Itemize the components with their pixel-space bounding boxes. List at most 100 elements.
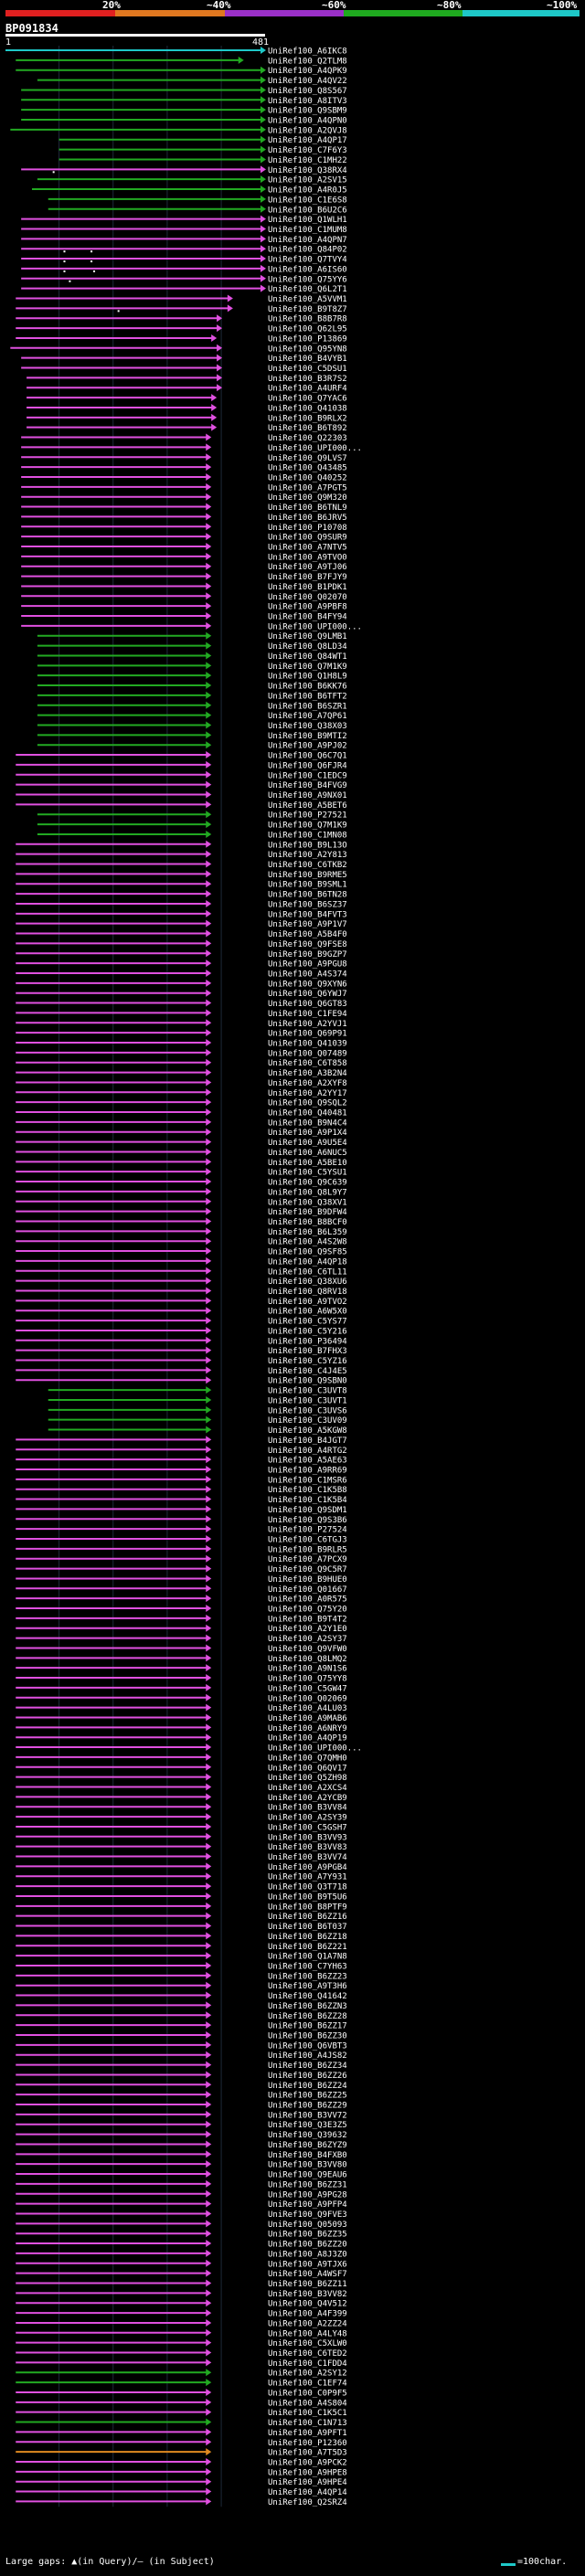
hit-label[interactable]: UniRef100_B3VV74 — [268, 1853, 347, 1862]
hit-label[interactable]: UniRef100_Q05093 — [268, 2221, 347, 2230]
hit-label[interactable]: UniRef100_Q95YN8 — [268, 345, 347, 354]
hit-label[interactable]: UniRef100_B6ZZ28 — [268, 2012, 347, 2021]
hit-label[interactable]: UniRef100_Q6C7Q1 — [268, 752, 347, 761]
hit-label[interactable]: UniRef100_Q9SF85 — [268, 1248, 347, 1257]
hit-label[interactable]: UniRef100_Q8RV18 — [268, 1288, 347, 1297]
hit-label[interactable]: UniRef100_B6TNL9 — [268, 504, 347, 513]
hit-label[interactable]: UniRef100_A4F399 — [268, 2310, 347, 2319]
hit-label[interactable]: UniRef100_A2SY39 — [268, 1814, 347, 1823]
hit-label[interactable]: UniRef100_A4URF4 — [268, 385, 347, 394]
hit-label[interactable]: UniRef100_Q02070 — [268, 593, 347, 602]
hit-label[interactable]: UniRef100_B3VV82 — [268, 2290, 347, 2299]
hit-label[interactable]: UniRef100_C1K5B4 — [268, 1496, 347, 1505]
hit-label[interactable]: UniRef100_A2YCB9 — [268, 1794, 347, 1803]
hit-label[interactable]: UniRef100_C5GW47 — [268, 1684, 347, 1693]
hit-label[interactable]: UniRef100_C7F6Y3 — [268, 146, 347, 155]
hit-label[interactable]: UniRef100_Q7YAC6 — [268, 395, 347, 404]
hit-label[interactable]: UniRef100_B9T8Z7 — [268, 305, 347, 314]
hit-label[interactable]: UniRef100_A4LY48 — [268, 2329, 347, 2338]
hit-label[interactable]: UniRef100_B9N4C4 — [268, 1118, 347, 1128]
hit-label[interactable]: UniRef100_B4VYB1 — [268, 355, 347, 364]
hit-label[interactable]: UniRef100_A9RR69 — [268, 1466, 347, 1475]
hit-label[interactable]: UniRef100_A2Y813 — [268, 851, 347, 860]
hit-label[interactable]: UniRef100_B6ZZ23 — [268, 1972, 347, 1981]
hit-label[interactable]: UniRef100_A9TVO0 — [268, 553, 347, 562]
hit-label[interactable]: UniRef100_Q41039 — [268, 1040, 347, 1049]
hit-label[interactable]: UniRef100_A9MAB6 — [268, 1714, 347, 1723]
hit-label[interactable]: UniRef100_B6ZZ29 — [268, 2102, 347, 2111]
hit-label[interactable]: UniRef100_A5KGW8 — [268, 1426, 347, 1436]
hit-label[interactable]: UniRef100_C1MUM8 — [268, 226, 347, 235]
hit-label[interactable]: UniRef100_B6ZZ34 — [268, 2062, 347, 2071]
hit-label[interactable]: UniRef100_A5BET6 — [268, 801, 347, 811]
hit-label[interactable]: UniRef100_A2Y1E0 — [268, 1625, 347, 1634]
hit-label[interactable]: UniRef100_B6ZZ35 — [268, 2231, 347, 2240]
hit-label[interactable]: UniRef100_Q84P02 — [268, 246, 347, 255]
hit-label[interactable]: UniRef100_B6ZZ20 — [268, 2241, 347, 2250]
hit-label[interactable]: UniRef100_C1K5B8 — [268, 1486, 347, 1495]
hit-label[interactable]: UniRef100_A9HPE4 — [268, 2478, 347, 2487]
hit-label[interactable]: UniRef100_B6ZZ25 — [268, 2092, 347, 2101]
hit-label[interactable]: UniRef100_Q62L95 — [268, 325, 347, 334]
hit-label[interactable]: UniRef100_A2XYF8 — [268, 1079, 347, 1088]
hit-label[interactable]: UniRef100_Q9SBN0 — [268, 1377, 347, 1386]
hit-label[interactable]: UniRef100_C1FDD4 — [268, 2359, 347, 2369]
hit-label[interactable]: UniRef100_A3B2N4 — [268, 1069, 347, 1078]
hit-label[interactable]: UniRef100_B3VV83 — [268, 1843, 347, 1852]
hit-label[interactable]: UniRef100_B8BCF0 — [268, 1218, 347, 1227]
hit-label[interactable]: UniRef100_B8B7R8 — [268, 315, 347, 324]
hit-label[interactable]: UniRef100_A9PJ02 — [268, 742, 347, 751]
hit-label[interactable]: UniRef100_UPI000... — [268, 444, 362, 453]
hit-label[interactable]: UniRef100_B1PDK1 — [268, 583, 347, 592]
hit-label[interactable]: UniRef100_B3VV84 — [268, 1804, 347, 1813]
hit-label[interactable]: UniRef100_B3VV93 — [268, 1833, 347, 1842]
hit-label[interactable]: UniRef100_Q9EAU6 — [268, 2171, 347, 2180]
hit-label[interactable]: UniRef100_B8PTF9 — [268, 1903, 347, 1912]
hit-label[interactable]: UniRef100_B6ZZ31 — [268, 2180, 347, 2189]
hit-label[interactable]: UniRef100_A9U5E4 — [268, 1139, 347, 1148]
hit-label[interactable]: UniRef100_A6NRY9 — [268, 1724, 347, 1733]
hit-label[interactable]: UniRef100_A4QPK9 — [268, 67, 347, 76]
hit-label[interactable]: UniRef100_B4FVT3 — [268, 910, 347, 919]
hit-label[interactable]: UniRef100_A6W5X0 — [268, 1308, 347, 1317]
hit-label[interactable]: UniRef100_Q5ZH98 — [268, 1774, 347, 1783]
hit-label[interactable]: UniRef100_B3R7S2 — [268, 375, 347, 384]
hit-label[interactable]: UniRef100_A9NX01 — [268, 791, 347, 800]
hit-label[interactable]: UniRef100_Q9FSE8 — [268, 940, 347, 949]
hit-label[interactable]: UniRef100_B6TN28 — [268, 891, 347, 900]
hit-label[interactable]: UniRef100_A5B4F0 — [268, 930, 347, 939]
hit-label[interactable]: UniRef100_Q75YY6 — [268, 275, 347, 284]
hit-label[interactable]: UniRef100_A8ITV3 — [268, 97, 347, 106]
hit-label[interactable]: UniRef100_B6ZZN3 — [268, 2002, 347, 2011]
hit-label[interactable]: UniRef100_Q7M1K9 — [268, 822, 347, 831]
hit-label[interactable]: UniRef100_C7YH63 — [268, 1962, 347, 1971]
hit-label[interactable]: UniRef100_UPI000... — [268, 1744, 362, 1754]
hit-label[interactable]: UniRef100_Q9FVE3 — [268, 2210, 347, 2220]
hit-label[interactable]: UniRef100_B9RME5 — [268, 871, 347, 880]
hit-label[interactable]: UniRef100_A4QV22 — [268, 77, 347, 86]
hit-label[interactable]: UniRef100_B6ZZ17 — [268, 2022, 347, 2031]
hit-label[interactable]: UniRef100_P12360 — [268, 2439, 347, 2448]
hit-label[interactable]: UniRef100_A2ZZ24 — [268, 2319, 347, 2328]
hit-label[interactable]: UniRef100_B4JGT7 — [268, 1436, 347, 1446]
hit-label[interactable]: UniRef100_C5XLW0 — [268, 2339, 347, 2348]
hit-label[interactable]: UniRef100_C6TKB2 — [268, 861, 347, 870]
hit-label[interactable]: UniRef100_C1N713 — [268, 2419, 347, 2428]
hit-label[interactable]: UniRef100_Q41642 — [268, 1992, 347, 2001]
hit-label[interactable]: UniRef100_B4FVG9 — [268, 781, 347, 790]
hit-label[interactable]: UniRef100_Q2TLM8 — [268, 57, 347, 66]
hit-label[interactable]: UniRef100_Q9S3B6 — [268, 1516, 347, 1525]
hit-label[interactable]: UniRef100_Q9SDM1 — [268, 1506, 347, 1515]
hit-label[interactable]: UniRef100_Q6YWJ7 — [268, 990, 347, 999]
hit-label[interactable]: UniRef100_Q9LMB1 — [268, 632, 347, 641]
hit-label[interactable]: UniRef100_A2XCS4 — [268, 1784, 347, 1793]
hit-label[interactable]: UniRef100_A4S374 — [268, 970, 347, 979]
hit-label[interactable]: UniRef100_B7FJY9 — [268, 573, 347, 582]
hit-label[interactable]: UniRef100_A2SY12 — [268, 2369, 347, 2379]
hit-label[interactable]: UniRef100_Q1WLH1 — [268, 216, 347, 225]
hit-label[interactable]: UniRef100_A7T5D3 — [268, 2449, 347, 2458]
hit-label[interactable]: UniRef100_Q43485 — [268, 464, 347, 473]
hit-label[interactable]: UniRef100_B6ZZ11 — [268, 2280, 347, 2289]
hit-label[interactable]: UniRef100_A9PCK2 — [268, 2458, 347, 2467]
hit-label[interactable]: UniRef100_A4JS82 — [268, 2051, 347, 2061]
